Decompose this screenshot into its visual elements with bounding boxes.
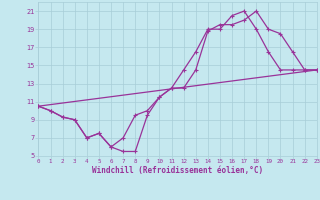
X-axis label: Windchill (Refroidissement éolien,°C): Windchill (Refroidissement éolien,°C) [92,166,263,175]
